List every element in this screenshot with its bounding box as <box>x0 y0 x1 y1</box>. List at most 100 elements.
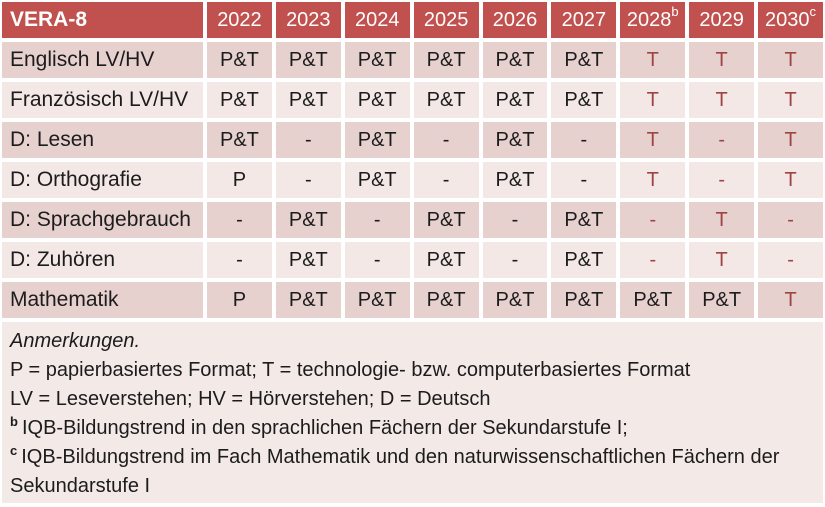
year-header-2029: 2029 <box>689 2 755 38</box>
value-cell: P&T <box>482 82 548 118</box>
value-cell: - <box>344 202 410 238</box>
note-text: IQB-Bildungstrend im Fach Mathematik und… <box>10 446 780 497</box>
value-cell: T <box>758 122 823 158</box>
value-cell: T <box>689 82 755 118</box>
value-cell: P&T <box>275 42 341 78</box>
year-header-2027: 2027 <box>551 2 617 38</box>
year-label: 2028 <box>626 8 672 31</box>
value-cell: P&T <box>207 42 272 78</box>
value-cell: P <box>207 162 272 198</box>
year-label: 2026 <box>492 8 538 31</box>
value-cell: P&T <box>413 202 479 238</box>
row-label: Englisch LV/HV <box>2 42 203 78</box>
value-cell: P&T <box>344 42 410 78</box>
value-cell: P&T <box>413 82 479 118</box>
value-cell: - <box>758 242 823 278</box>
value-cell: P&T <box>551 42 617 78</box>
row-label: D: Lesen <box>2 122 203 158</box>
footnote-marker-b: b <box>671 4 679 19</box>
note-line: b IQB-Bildungstrend in den sprachlichen F… <box>10 414 813 443</box>
value-cell: P&T <box>551 242 617 278</box>
value-cell: - <box>689 162 755 198</box>
value-cell: P&T <box>620 282 686 318</box>
value-cell: T <box>620 42 686 78</box>
value-cell: P&T <box>275 282 341 318</box>
value-cell: P&T <box>551 202 617 238</box>
value-cell: T <box>758 162 823 198</box>
year-header-2030: 2030 c <box>758 2 823 38</box>
value-cell: P&T <box>344 282 410 318</box>
value-cell: P <box>207 282 272 318</box>
value-cell: - <box>275 122 341 158</box>
year-label: 2027 <box>561 8 607 31</box>
value-cell: - <box>758 202 823 238</box>
value-cell: P&T <box>275 202 341 238</box>
value-cell: P&T <box>482 282 548 318</box>
value-cell: T <box>620 122 686 158</box>
value-cell: P&T <box>344 162 410 198</box>
value-cell: - <box>413 162 479 198</box>
note-line: c IQB-Bildungstrend im Fach Mathematik un… <box>10 443 813 501</box>
note-line: LV = Leseverstehen; HV = Hörverstehen; D… <box>10 385 813 414</box>
value-cell: - <box>689 122 755 158</box>
value-cell: P&T <box>344 122 410 158</box>
value-cell: P&T <box>207 82 272 118</box>
year-header-2025: 2025 <box>413 2 479 38</box>
value-cell: T <box>620 162 686 198</box>
footnote-marker-c: c <box>809 4 817 19</box>
year-label: 2030 <box>765 8 810 31</box>
note-text: IQB-Bildungstrend in den sprachlichen Fä… <box>21 417 628 439</box>
row-label: Mathematik <box>2 282 203 318</box>
value-cell: P&T <box>482 42 548 78</box>
value-cell: - <box>275 162 341 198</box>
vera-schedule-table: VERA-8 2022 2023 2024 2025 2026 2027 2028 b 2029 2… <box>2 2 823 318</box>
row-label: D: Sprachgebrauch <box>2 202 203 238</box>
note-text: LV = Leseverstehen; HV = Hörverstehen; D… <box>10 388 491 410</box>
year-label: 2029 <box>699 8 744 31</box>
year-label: 2025 <box>423 8 469 31</box>
value-cell: P&T <box>344 82 410 118</box>
notes-block: Anmerkungen. P = papierbasiertes Format;… <box>2 322 823 503</box>
row-label: Französisch LV/HV <box>2 82 203 118</box>
value-cell: P&T <box>551 282 617 318</box>
footnote-marker-b: b <box>10 414 18 430</box>
value-cell: P&T <box>413 42 479 78</box>
table-title: VERA-8 <box>2 2 203 38</box>
value-cell: - <box>413 122 479 158</box>
year-label: 2022 <box>217 8 262 31</box>
year-header-2026: 2026 <box>482 2 548 38</box>
note-text: P = papierbasiertes Format; T = technolo… <box>10 359 691 381</box>
value-cell: P&T <box>275 82 341 118</box>
value-cell: - <box>482 202 548 238</box>
notes-heading: Anmerkungen. <box>10 330 141 352</box>
value-cell: T <box>620 82 686 118</box>
notes-lines: P = papierbasiertes Format; T = technolo… <box>10 356 813 501</box>
value-cell: - <box>620 242 686 278</box>
year-label: 2023 <box>286 8 331 31</box>
value-cell: P&T <box>689 282 755 318</box>
note-line: P = papierbasiertes Format; T = technolo… <box>10 356 813 385</box>
footnote-marker-c: c <box>10 443 18 459</box>
row-label: D: Zuhören <box>2 242 203 278</box>
year-header-2024: 2024 <box>344 2 410 38</box>
value-cell: P&T <box>413 282 479 318</box>
year-label: 2024 <box>354 8 400 31</box>
year-header-2023: 2023 <box>275 2 341 38</box>
value-cell: P&T <box>207 122 272 158</box>
value-cell: P&T <box>482 162 548 198</box>
value-cell: - <box>344 242 410 278</box>
year-header-2028: 2028 b <box>620 2 686 38</box>
value-cell: T <box>758 282 823 318</box>
value-cell: P&T <box>413 242 479 278</box>
value-cell: T <box>758 82 823 118</box>
value-cell: P&T <box>551 82 617 118</box>
value-cell: - <box>551 162 617 198</box>
value-cell: T <box>689 42 755 78</box>
value-cell: P&T <box>275 242 341 278</box>
value-cell: T <box>689 242 755 278</box>
value-cell: - <box>207 242 272 278</box>
value-cell: P&T <box>482 122 548 158</box>
value-cell: - <box>620 202 686 238</box>
row-label: D: Orthografie <box>2 162 203 198</box>
